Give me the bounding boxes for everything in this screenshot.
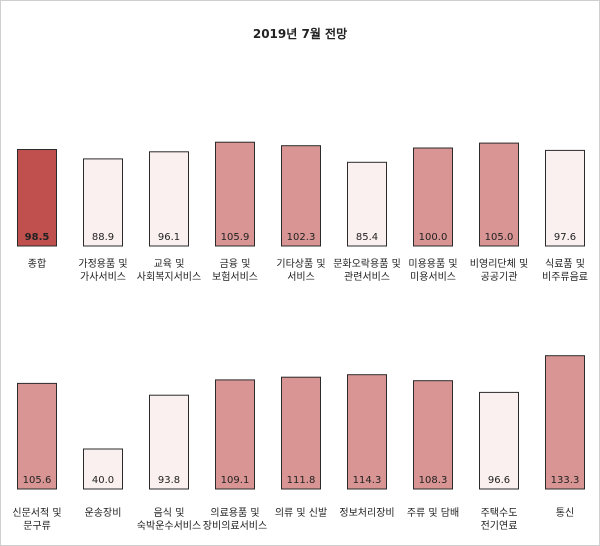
data-label: 85.4 xyxy=(356,232,378,243)
category-label: 장비의료서비스 xyxy=(203,520,267,532)
bar xyxy=(479,391,519,490)
category-label: 통신 xyxy=(556,507,574,519)
category-label: 가정용품 및 xyxy=(78,258,127,270)
data-label: 109.1 xyxy=(221,475,250,486)
category-label: 비주류음료 xyxy=(542,271,588,283)
bar xyxy=(413,147,453,247)
data-label: 105.9 xyxy=(221,232,250,243)
bar xyxy=(347,374,387,490)
bar xyxy=(545,149,585,247)
category-label: 의류 및 신발 xyxy=(275,507,327,519)
category-label: 종합 xyxy=(28,258,46,270)
category-label: 금융 및 xyxy=(220,258,251,270)
category-label: 문구류 xyxy=(23,520,51,532)
category-label: 운송장비 xyxy=(85,507,122,519)
category-label: 기타상품 및 xyxy=(276,258,325,270)
data-label: 98.5 xyxy=(25,232,50,243)
category-label: 미용용품 및 xyxy=(408,258,457,270)
category-label: 관련서비스 xyxy=(344,271,390,283)
category-label: 식료품 및 xyxy=(545,258,585,270)
category-label: 미용서비스 xyxy=(410,271,456,283)
bar xyxy=(215,379,255,490)
bar xyxy=(479,142,519,247)
category-label: 교육 및 xyxy=(154,258,185,270)
category-label: 문화오락용품 및 xyxy=(333,258,401,270)
category-label: 신문서적 및 xyxy=(12,507,61,519)
bar xyxy=(149,394,189,490)
category-label: 정보처리장비 xyxy=(339,507,394,519)
data-label: 93.8 xyxy=(158,475,180,486)
data-label: 108.3 xyxy=(419,475,448,486)
category-label: 음식 및 xyxy=(154,507,185,519)
data-label: 88.9 xyxy=(92,232,114,243)
data-label: 100.0 xyxy=(419,232,448,243)
category-label: 비영리단체 및 xyxy=(470,258,528,270)
data-label: 97.6 xyxy=(554,232,576,243)
category-label: 주택수도 xyxy=(481,507,518,519)
bar xyxy=(347,161,387,247)
bar xyxy=(17,149,57,247)
category-label: 주류 및 담배 xyxy=(407,507,459,519)
category-label: 서비스 xyxy=(287,271,315,283)
category-label: 보험서비스 xyxy=(212,271,258,283)
data-label: 96.6 xyxy=(488,475,510,486)
category-label: 사회복지서비스 xyxy=(137,271,201,283)
data-label: 133.3 xyxy=(551,475,580,486)
bar xyxy=(83,448,123,490)
data-label: 105.6 xyxy=(23,475,52,486)
category-label: 의료용품 및 xyxy=(210,507,259,519)
bar xyxy=(545,355,585,490)
data-label: 96.1 xyxy=(158,232,180,243)
bar xyxy=(215,141,255,247)
data-label: 102.3 xyxy=(287,232,316,243)
data-label: 40.0 xyxy=(92,475,114,486)
bar xyxy=(413,380,453,490)
data-label: 111.8 xyxy=(287,475,316,486)
category-label: 공공기관 xyxy=(481,271,518,283)
category-label: 전기연료 xyxy=(481,520,518,532)
data-label: 114.3 xyxy=(353,475,382,486)
bar xyxy=(281,376,321,490)
bar xyxy=(149,151,189,247)
chart-title: 2019년 7월 전망 xyxy=(253,26,347,41)
data-label: 105.0 xyxy=(485,232,514,243)
bar xyxy=(17,382,57,490)
bar xyxy=(281,145,321,247)
category-label: 숙박운수서비스 xyxy=(137,520,201,532)
category-label: 가사서비스 xyxy=(80,271,126,283)
bar xyxy=(83,158,123,247)
